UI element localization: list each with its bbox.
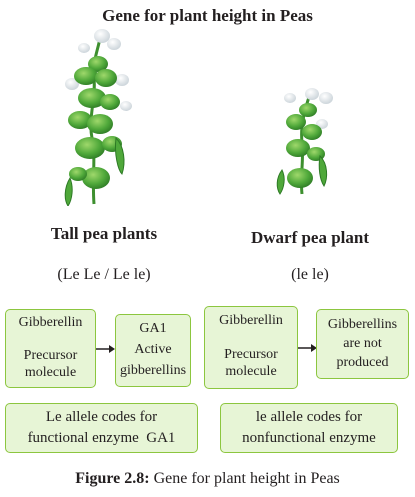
- tall-note-line-1: Le allele codes for: [45, 409, 158, 425]
- dwarf-note-line-2: nonfunctional enzyme: [242, 430, 376, 446]
- tall-genotype: (Le Le / Le le): [57, 266, 151, 283]
- tall-pathway-arrow: [96, 345, 115, 353]
- dwarf-precursor-box: Gibberellin Precursor molecule: [204, 306, 298, 389]
- tall-product-box: GA1 Active gibberellins: [115, 314, 191, 387]
- dwarf-precursor-line-2: Precursor: [224, 347, 278, 362]
- dwarf-genotype: (le le): [291, 266, 329, 283]
- tall-product-line-1: GA1: [139, 321, 167, 336]
- dwarf-product-box: Gibberellins are not produced: [316, 309, 409, 379]
- figure-label: Figure 2.8:: [75, 470, 150, 487]
- dwarf-note-line-1: le allele codes for: [255, 409, 363, 425]
- dwarf-precursor-line-3: molecule: [225, 364, 277, 379]
- tall-product-line-2: Active: [134, 342, 172, 357]
- tall-precursor-line-2: Precursor: [23, 348, 78, 363]
- dwarf-pathway-arrow: [298, 344, 317, 352]
- tall-note-line-2: functional enzyme GA1: [27, 430, 176, 446]
- dwarf-product-line-2: are not: [343, 336, 382, 351]
- dwarf-product-line-1: Gibberellins: [327, 317, 398, 332]
- tall-pea-plant-image: [50, 28, 140, 206]
- figure-caption: Figure 2.8: Gene for plant height in Pea…: [0, 470, 415, 488]
- tall-precursor-box: Gibberellin Precursor molecule: [5, 309, 96, 388]
- dwarf-plant-label: Dwarf pea plant: [250, 228, 370, 247]
- dwarf-allele-note: le allele codes for nonfunctional enzyme: [220, 403, 398, 453]
- dwarf-pea-plant-image: [268, 84, 340, 196]
- tall-plant-label: Tall pea plants: [50, 224, 158, 243]
- dwarf-product-line-3: produced: [336, 355, 389, 370]
- tall-allele-note: Le allele codes for functional enzyme GA…: [5, 403, 198, 453]
- tall-precursor-line-1: Gibberellin: [18, 315, 83, 330]
- tall-precursor-line-3: molecule: [24, 365, 77, 380]
- tall-product-line-3: gibberellins: [119, 363, 187, 378]
- figure-caption-text: Gene for plant height in Peas: [149, 470, 340, 487]
- diagram-title: Gene for plant height in Peas: [102, 6, 313, 25]
- dwarf-precursor-line-1: Gibberellin: [219, 313, 283, 328]
